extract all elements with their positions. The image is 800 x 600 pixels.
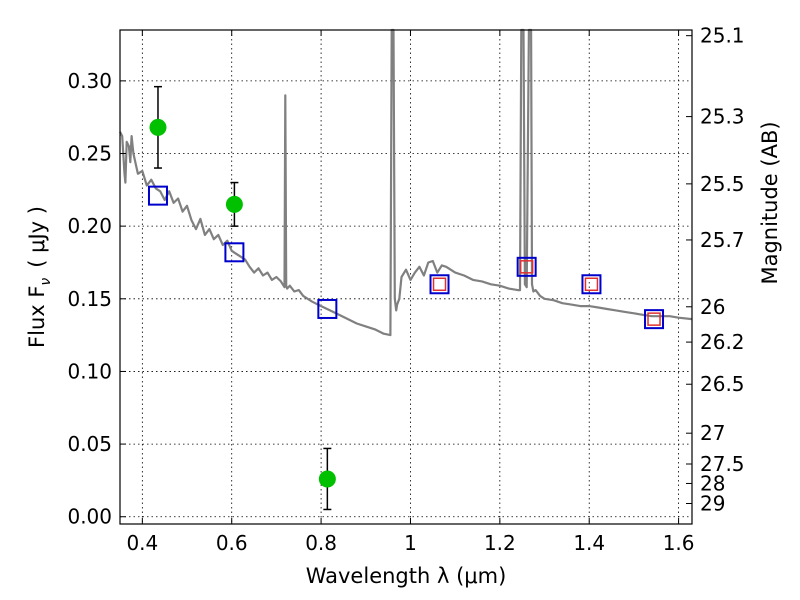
svg-text:Flux Fν( μJy ): Flux Fν ( μJy )	[25, 206, 54, 348]
model-point-blue	[429, 274, 450, 295]
model-point-blue	[644, 309, 665, 330]
y-tick-label: 0.10	[67, 359, 112, 383]
y-tick-label: 0.05	[67, 432, 112, 456]
x-tick-label: 0.4	[126, 531, 158, 555]
y2-tick-label: 25.7	[700, 228, 745, 252]
y-axis-label-sub: ν	[38, 278, 54, 286]
x-tick-label: 1.2	[484, 531, 516, 555]
plot-frame	[119, 29, 693, 525]
observed-point	[225, 195, 243, 213]
model-point-red	[432, 277, 447, 292]
grid-lines	[120, 30, 692, 524]
y-axis-label: Flux Fν ( μJy )	[25, 206, 54, 348]
y2-tick-label: 26.2	[700, 330, 745, 354]
x-tick-label: 0.6	[216, 531, 248, 555]
y-tick-label: 0.15	[67, 287, 112, 311]
y-axis-label-text: Flux F	[25, 286, 49, 348]
observed-point	[318, 470, 336, 488]
y2-tick-label: 25.1	[700, 24, 745, 48]
y-tick-label: 0.00	[67, 505, 112, 529]
model-point-red	[647, 312, 661, 326]
model-point-blue	[581, 274, 602, 295]
model-point-red	[584, 277, 599, 292]
x-tick-label: 1.4	[573, 531, 605, 555]
x-tick-label: 1	[404, 531, 417, 555]
x-axis-label: Wavelength λ (μm)	[306, 564, 507, 588]
spectrum-line	[119, 28, 693, 337]
y2-tick-label: 27	[700, 421, 725, 445]
axis-ticks: 0.4 0.6 0.8 1 1.2 1.4 1.6 0.00 0.05 0.10 0.15 0.20 0…	[67, 24, 744, 555]
observed-point	[149, 118, 167, 136]
x-tick-label: 0.8	[305, 531, 337, 555]
y2-tick-label: 26	[700, 295, 725, 319]
x-tick-label: 1.6	[663, 531, 695, 555]
y2-tick-label: 27.5	[700, 452, 745, 476]
y2-tick-label: 28	[700, 471, 725, 495]
chart-series	[119, 28, 693, 511]
model-point-blue	[224, 242, 245, 263]
model-point-red	[519, 260, 534, 274]
y-tick-label: 0.25	[67, 142, 112, 166]
y-tick-label: 0.20	[67, 214, 112, 238]
y2-tick-label: 26.5	[700, 372, 745, 396]
model-point-blue	[516, 256, 537, 277]
y2-tick-label: 25.5	[700, 172, 745, 196]
model-point-blue	[317, 298, 338, 319]
y2-tick-label: 25.3	[700, 105, 745, 129]
model-point-blue	[147, 185, 168, 206]
y-axis-label-unit: ( μJy )	[25, 206, 49, 268]
y-tick-label: 0.30	[67, 69, 112, 93]
y2-tick-label: 29	[700, 492, 725, 516]
y2-axis-label: Magnitude (AB)	[758, 121, 782, 284]
